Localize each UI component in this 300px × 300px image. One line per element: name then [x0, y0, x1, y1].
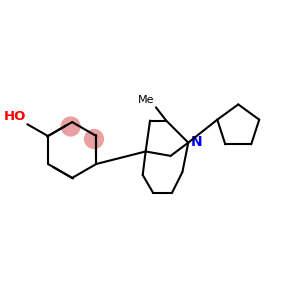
- Circle shape: [61, 117, 80, 136]
- Text: HO: HO: [4, 110, 26, 123]
- Text: Me: Me: [138, 95, 154, 105]
- Circle shape: [85, 130, 104, 148]
- Text: N: N: [190, 135, 202, 149]
